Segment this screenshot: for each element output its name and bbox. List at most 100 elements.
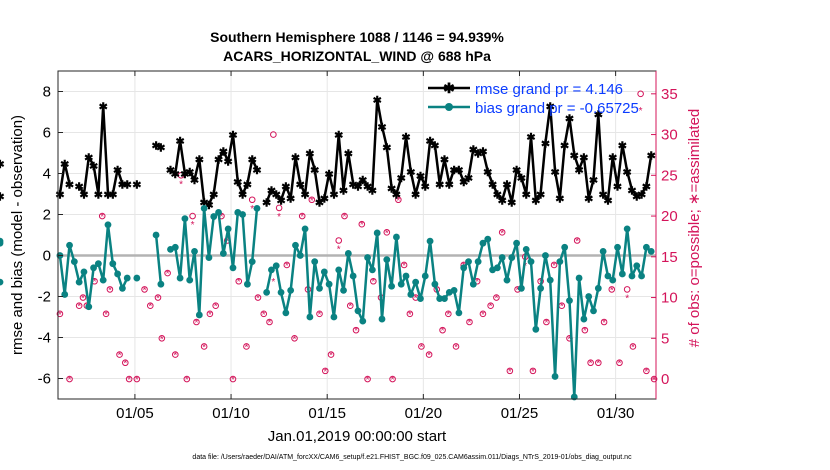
obs-possible-marker xyxy=(595,359,602,367)
obs-assimilated-marker: * xyxy=(68,375,72,386)
obs-possible-marker xyxy=(212,302,219,309)
rmse-series-line xyxy=(265,98,653,204)
rmse-point: ✱ xyxy=(401,132,410,144)
bias-point xyxy=(542,252,549,259)
bias-point xyxy=(287,286,295,294)
bias-point xyxy=(585,293,593,300)
bias-point xyxy=(508,254,516,261)
bias-point xyxy=(417,295,424,302)
bias-point xyxy=(633,262,641,270)
obs-possible-marker xyxy=(248,196,256,204)
obs-possible-marker xyxy=(389,375,396,383)
rmse-point: ✱ xyxy=(113,165,122,177)
bias-point xyxy=(373,229,381,237)
obs-assimilated-marker: * xyxy=(475,277,479,288)
chart-subtitle: ACARS_HORIZONTAL_WIND @ 688 hPa xyxy=(223,48,491,64)
rmse-point: ✱ xyxy=(445,179,454,191)
rmse-point: ✱ xyxy=(623,167,632,179)
series-markers: ✱✱✱ ✱✱✱✱✱✱✱✱✱✱✱ ✱✱✱✱✱✱✱✱✱✱✱✱✱✱✱✱✱✱✱✱✱✱✱✱✱✱… xyxy=(0,95,656,401)
bias-point xyxy=(364,254,371,261)
obs-assimilated-marker: * xyxy=(277,212,281,223)
obs-assimilated-marker: * xyxy=(250,204,254,215)
obs-assimilated-marker: * xyxy=(310,196,314,207)
rmse-point: ✱ xyxy=(637,190,646,202)
obs-assimilated-marker: * xyxy=(419,342,423,353)
obs-assimilated-marker: * xyxy=(262,310,266,321)
bias-point xyxy=(561,243,569,251)
rmse-point: ✱ xyxy=(339,185,348,197)
rmse-point: ✱ xyxy=(329,190,338,202)
obs-possible-marker xyxy=(370,277,377,285)
rmse-point: ✱ xyxy=(397,173,406,185)
bias-point xyxy=(594,284,602,292)
obs-assimilated-marker: * xyxy=(568,334,572,345)
obs-possible-marker xyxy=(275,204,283,212)
rmse-point: ✱ xyxy=(315,198,324,210)
bias-point xyxy=(90,264,97,272)
bias-point xyxy=(431,280,439,288)
obs-possible-marker xyxy=(364,375,371,383)
bias-point xyxy=(133,274,141,282)
obs-possible-marker xyxy=(406,310,414,318)
obs-assimilated-marker: * xyxy=(108,285,112,296)
rmse-point: ✱ xyxy=(180,169,189,181)
obs-possible-marker xyxy=(189,212,196,220)
bias-point xyxy=(119,284,126,292)
obs-assimilated-marker: * xyxy=(77,302,81,313)
y2-tick-label: 5 xyxy=(661,330,669,347)
bias-point xyxy=(638,272,645,280)
rmse-point: ✱ xyxy=(209,190,218,202)
rmse-point: ✱ xyxy=(584,194,593,206)
bias-point xyxy=(474,258,482,266)
rmse-point: ✱ xyxy=(589,175,598,187)
obs-assimilated-marker: * xyxy=(508,367,512,378)
bias-point xyxy=(306,313,314,321)
bias-point xyxy=(239,211,246,218)
obs-possible-marker xyxy=(581,326,589,334)
bias-point xyxy=(628,272,636,280)
obs-assimilated-marker: * xyxy=(148,302,152,313)
bias-point xyxy=(301,225,309,233)
obs-possible-marker xyxy=(466,318,473,326)
rmse-point: ✱ xyxy=(618,140,627,152)
rmse-point: ✱ xyxy=(214,155,223,167)
obs-possible-marker xyxy=(183,375,191,383)
rmse-point: ✱ xyxy=(474,149,483,161)
rmse-point: ✱ xyxy=(238,190,247,202)
rmse-point: ✱ xyxy=(613,181,622,193)
bias-point xyxy=(436,295,444,302)
bias-point xyxy=(388,282,396,290)
obs-assimilated-marker: * xyxy=(225,237,229,248)
rmse-point: ✱ xyxy=(243,179,252,191)
obs-possible-marker xyxy=(66,375,73,383)
rmse-point: ✱ xyxy=(627,185,636,197)
rmse-point: ✱ xyxy=(579,153,588,165)
obs-possible-marker xyxy=(260,310,268,318)
rmse-point: ✱ xyxy=(574,165,583,177)
obs-assimilated-marker: * xyxy=(271,277,275,288)
obs-assimilated-marker: * xyxy=(396,196,400,207)
obs-assimilated-marker: * xyxy=(366,375,370,386)
rmse-point: ✱ xyxy=(430,140,439,152)
y-tick-label: -2 xyxy=(38,289,51,306)
bias-point xyxy=(215,209,222,216)
rmse-point: ✱ xyxy=(392,190,401,202)
obs-possible-marker xyxy=(229,375,237,383)
rmse-point: ✱ xyxy=(75,181,84,193)
obs-possible-marker xyxy=(573,237,581,244)
bias-point xyxy=(484,235,492,243)
rmse-point: ✱ xyxy=(94,190,103,202)
obs-assimilated-marker: * xyxy=(202,342,206,353)
obs-possible-marker xyxy=(158,334,166,342)
bias-point xyxy=(104,221,112,229)
rmse-point: ✱ xyxy=(493,190,502,202)
rmse-point: ✱ xyxy=(517,173,526,185)
rmse-point: ✱ xyxy=(560,140,569,152)
y2-tick-label: 10 xyxy=(661,290,678,307)
obs-assimilated-marker: * xyxy=(652,375,656,386)
bias-point xyxy=(268,266,275,274)
obs-possible-marker xyxy=(629,343,637,350)
bias-point xyxy=(176,274,184,282)
chart-title: Southern Hemisphere 1088 / 1146 = 94.939… xyxy=(210,29,504,45)
rmse-point: ✱ xyxy=(507,198,516,210)
